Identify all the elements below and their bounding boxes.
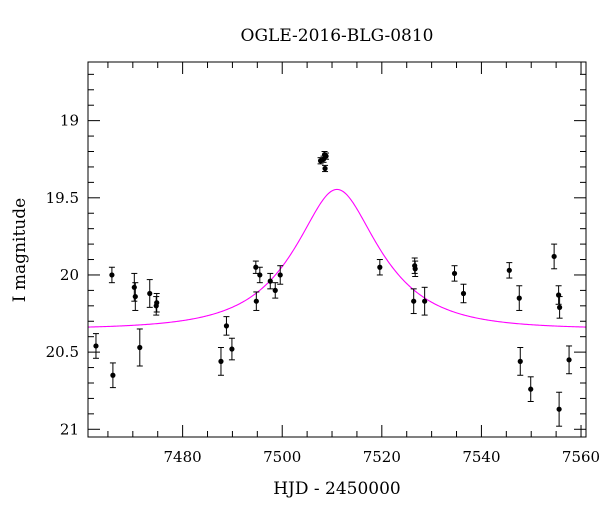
data-point <box>516 295 522 301</box>
data-point <box>377 264 383 270</box>
data-point <box>517 358 523 364</box>
data-point <box>566 357 572 363</box>
y-tick-label: 20.5 <box>46 343 79 361</box>
y-tick-label: 20 <box>60 266 79 284</box>
data-point <box>323 153 329 159</box>
data-point <box>147 290 153 297</box>
data-point <box>412 266 418 272</box>
y-tick-label: 19.5 <box>46 189 79 207</box>
y-axis-label: I magnitude <box>10 198 30 302</box>
data-point <box>218 358 224 364</box>
data-point <box>131 284 137 290</box>
data-point <box>154 300 160 306</box>
data-point <box>528 386 534 392</box>
data-point <box>506 267 512 273</box>
x-axis-label: HJD - 2450000 <box>273 479 401 499</box>
x-tick-label: 7480 <box>164 448 202 466</box>
data-point <box>110 372 116 378</box>
data-point <box>451 270 458 277</box>
plot-frame <box>87 61 587 438</box>
data-point <box>557 304 563 310</box>
data-point <box>253 298 259 304</box>
axes: 7480 7500 7520 7540 7560 19 19.5 20 20.5 21 <box>46 62 600 466</box>
data-point <box>551 253 557 260</box>
plot-area <box>87 151 587 427</box>
data-point <box>257 272 263 278</box>
data-point <box>267 278 273 284</box>
data-point <box>277 272 283 278</box>
model-curve <box>87 188 587 328</box>
data-point <box>93 343 99 349</box>
data-point <box>556 406 562 412</box>
data-point <box>132 293 138 300</box>
data-point <box>322 165 328 172</box>
data-point <box>109 272 115 278</box>
x-tick-label: 7540 <box>462 448 500 466</box>
data-point <box>411 298 417 304</box>
chart-title: OGLE-2016-BLG-0810 <box>241 26 434 46</box>
data-point <box>422 298 428 304</box>
data-point <box>137 344 143 351</box>
y-tick-label: 21 <box>60 420 79 438</box>
x-tick-label: 7520 <box>363 448 401 466</box>
data-point <box>253 264 259 270</box>
data-point <box>229 346 235 352</box>
data-point <box>223 323 230 329</box>
y-tick-label: 19 <box>60 112 79 130</box>
data-point <box>460 290 467 297</box>
x-tick-label: 7500 <box>263 448 301 466</box>
x-tick-label: 7560 <box>562 448 600 466</box>
data-point <box>272 287 278 293</box>
